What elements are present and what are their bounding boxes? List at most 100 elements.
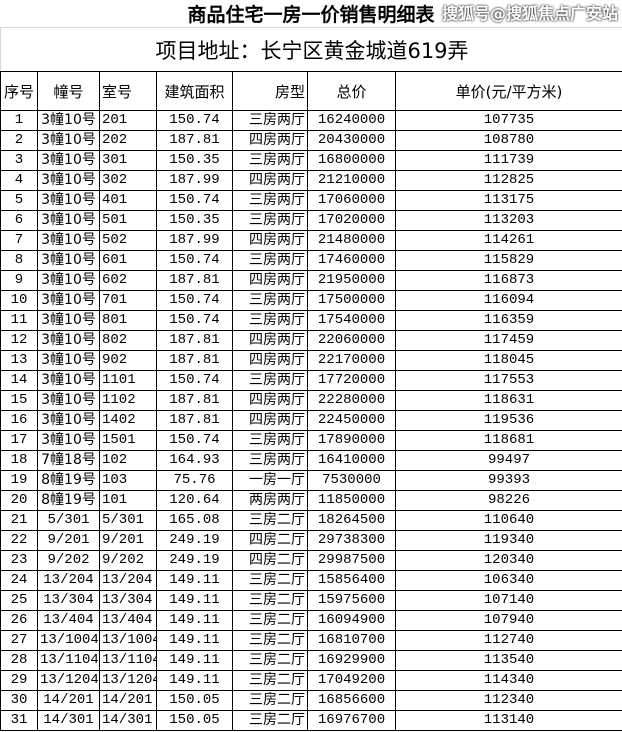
cell-building: 3幢10号 [37,410,100,431]
cell-index: 31 [0,710,38,731]
cell-index: 23 [0,550,38,571]
cell-total-price: 16856600 [307,690,396,711]
cell-building: 3幢10号 [37,170,100,191]
cell-unit-price: 113175 [395,190,622,211]
cell-layout: 三房二厅 [232,630,308,651]
cell-area: 149.11 [156,570,233,591]
cell-room: 502 [99,230,157,251]
cell-layout: 四房二厅 [232,550,308,571]
cell-layout: 一房一厅 [232,470,308,491]
cell-unit-price: 115829 [395,250,622,271]
cell-layout: 四房两厅 [232,270,308,291]
cell-index: 20 [0,490,38,511]
cell-area: 187.99 [156,170,233,191]
header-room: 室号 [99,71,157,111]
cell-building: 13/1204 [37,670,100,691]
cell-room: 13/1004 [99,630,157,651]
table-row: 21 5/301 5/301 165.08 三房二厅 18264500 110640 [0,510,622,531]
cell-area: 187.81 [156,350,233,371]
cell-building: 3幢10号 [37,430,100,451]
cell-total-price: 29987500 [307,550,396,571]
cell-area: 150.05 [156,690,233,711]
cell-building: 9/202 [37,550,100,571]
table-row: 4 3幢10号 302 187.99 四房两厅 21210000 112825 [0,170,622,191]
cell-layout: 四房两厅 [232,410,308,431]
cell-index: 30 [0,690,38,711]
cell-room: 802 [99,330,157,351]
cell-index: 7 [0,230,38,251]
cell-layout: 三房两厅 [232,250,308,271]
cell-index: 8 [0,250,38,271]
cell-total-price: 15856400 [307,570,396,591]
table-row: 8 3幢10号 601 150.74 三房两厅 17460000 115829 [0,250,622,271]
cell-unit-price: 113540 [395,650,622,671]
cell-area: 187.81 [156,130,233,151]
table-row: 3 3幢10号 301 150.35 三房两厅 16800000 111739 [0,150,622,171]
watermark: 搜狐号@搜狐焦点广安站 [441,4,618,23]
cell-layout: 三房二厅 [232,670,308,691]
header-building: 幢号 [37,71,100,111]
header-layout: 房型 [232,71,308,111]
cell-area: 150.74 [156,290,233,311]
cell-room: 202 [99,130,157,151]
cell-room: 14/201 [99,690,157,711]
table-row: 17 3幢10号 1501 150.74 三房两厅 17890000 118681 [0,430,622,451]
cell-total-price: 17060000 [307,190,396,211]
cell-index: 10 [0,290,38,311]
cell-building: 3幢10号 [37,370,100,391]
cell-area: 187.81 [156,410,233,431]
cell-unit-price: 110640 [395,510,622,531]
cell-room: 13/204 [99,570,157,591]
cell-building: 3幢10号 [37,330,100,351]
table-row: 13 3幢10号 902 187.81 四房两厅 22170000 118045 [0,350,622,371]
cell-area: 75.76 [156,470,233,491]
table-row: 20 8幢19号 101 120.64 两房两厅 11850000 98226 [0,490,622,511]
table-row: 2 3幢10号 202 187.81 四房两厅 20430000 108780 [0,130,622,151]
cell-layout: 三房两厅 [232,110,308,131]
cell-area: 150.74 [156,250,233,271]
cell-room: 801 [99,310,157,331]
cell-layout: 四房两厅 [232,330,308,351]
cell-index: 3 [0,150,38,171]
cell-total-price: 16929900 [307,650,396,671]
cell-total-price: 17049200 [307,670,396,691]
cell-total-price: 18264500 [307,510,396,531]
cell-index: 11 [0,310,38,331]
cell-building: 3幢10号 [37,310,100,331]
cell-index: 9 [0,270,38,291]
cell-index: 25 [0,590,38,611]
cell-layout: 三房二厅 [232,590,308,611]
cell-room: 501 [99,210,157,231]
cell-layout: 三房二厅 [232,570,308,591]
cell-building: 13/204 [37,570,100,591]
cell-layout: 三房两厅 [232,150,308,171]
cell-index: 24 [0,570,38,591]
header-row: 序号 幢号 室号 建筑面积 房型 总价 单价(元/平方米) [0,71,622,111]
cell-total-price: 16410000 [307,450,396,471]
table-row: 10 3幢10号 701 150.74 三房两厅 17500000 116094 [0,290,622,311]
cell-index: 12 [0,330,38,351]
cell-unit-price: 107140 [395,590,622,611]
cell-total-price: 7530000 [307,470,396,491]
table-row: 27 13/1004 13/1004 149.11 三房二厅 16810700 112740 [0,630,622,651]
table-row: 23 9/202 9/202 249.19 四房二厅 29987500 120340 [0,550,622,571]
cell-area: 165.08 [156,510,233,531]
cell-building: 13/304 [37,590,100,611]
cell-room: 14/301 [99,710,157,731]
cell-room: 103 [99,470,157,491]
cell-room: 13/404 [99,610,157,631]
cell-layout: 三房两厅 [232,450,308,471]
cell-building: 3幢10号 [37,270,100,291]
cell-building: 13/1104 [37,650,100,671]
table-title: 商品住宅一房一价销售明细表 [0,0,622,28]
cell-layout: 四房两厅 [232,130,308,151]
cell-unit-price: 112740 [395,630,622,651]
table-row: 24 13/204 13/204 149.11 三房二厅 15856400 106340 [0,570,622,591]
cell-room: 602 [99,270,157,291]
cell-unit-price: 107940 [395,610,622,631]
cell-layout: 三房两厅 [232,190,308,211]
cell-unit-price: 118045 [395,350,622,371]
cell-index: 27 [0,630,38,651]
cell-index: 19 [0,470,38,491]
cell-unit-price: 99497 [395,450,622,471]
